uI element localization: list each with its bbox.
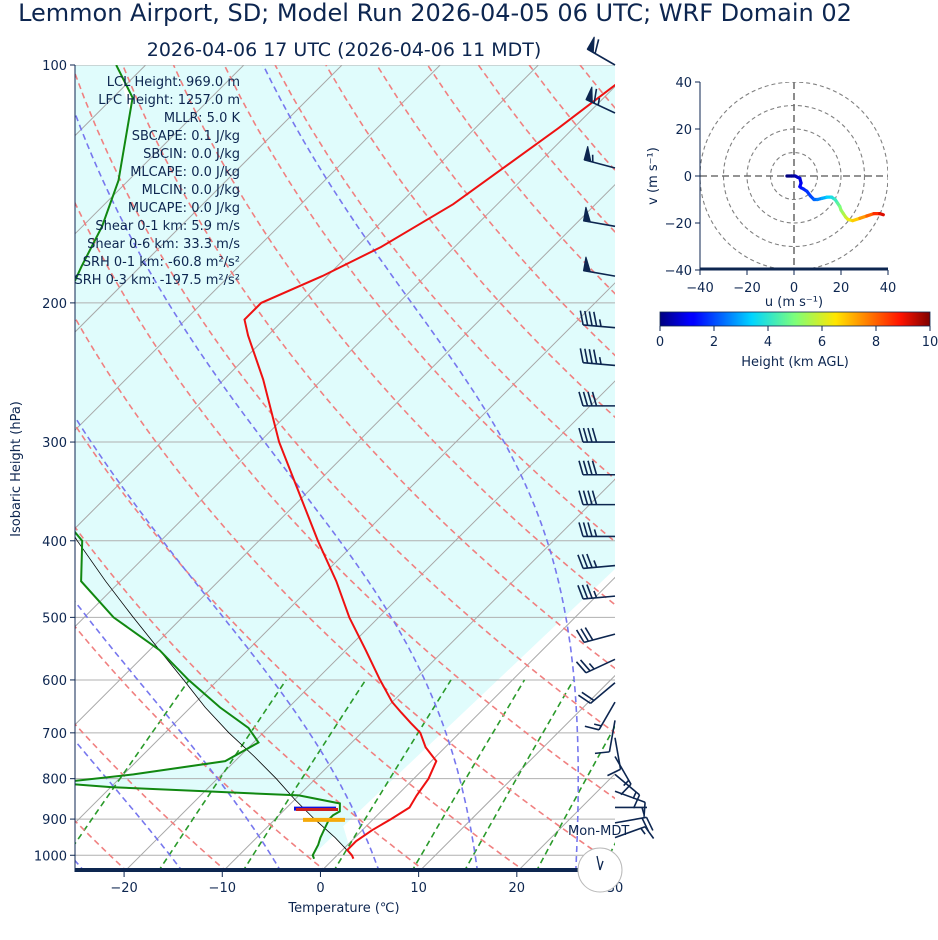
- chart-title: Lemmon Airport, SD; Model Run 2026-04-05…: [18, 0, 852, 27]
- x-tick-label: 0: [316, 881, 324, 896]
- colorbar-ticks: 0 2 4 6 8 10: [656, 326, 938, 350]
- hodograph-y-label: v (m s⁻¹): [646, 147, 661, 205]
- y-tick-label: 800: [42, 773, 67, 788]
- wind-barb: [615, 774, 640, 808]
- chart-subtitle: 2026-04-06 17 UTC (2026-04-06 11 MDT): [147, 39, 542, 61]
- hodograph-x-label: u (m s⁻¹): [765, 295, 823, 310]
- stat-line: SRH 0-3 km: -197.5 m²/s²: [74, 273, 240, 288]
- colorbar-tick-label: 8: [872, 335, 880, 350]
- colorbar-tick-label: 6: [818, 335, 826, 350]
- y-tick-label: 500: [42, 611, 67, 626]
- stat-line: SBCIN: 0.0 J/kg: [143, 147, 240, 162]
- barb-half: [642, 807, 644, 814]
- stat-line: Shear 0-6 km: 33.3 m/s: [87, 237, 240, 252]
- x-tick-label: 10: [410, 881, 427, 896]
- y-tick-label: 700: [42, 727, 67, 742]
- mixing-ratio-line: [648, 680, 746, 872]
- colorbar-label: Height (km AGL): [741, 355, 849, 370]
- x-tick-label: −20: [110, 881, 137, 896]
- x-axis-label: Temperature (℃): [287, 901, 399, 916]
- y-tick-label: 600: [42, 674, 67, 689]
- y-tick-label: 200: [42, 297, 67, 312]
- stat-line: MLLR: 5.0 K: [164, 111, 241, 126]
- colorbar-gradient: [660, 312, 930, 326]
- hodograph-segment: [880, 214, 884, 215]
- y-tick-label: 100: [42, 59, 67, 74]
- hodograph-y-tick-label: 40: [675, 76, 692, 91]
- barb-half: [598, 98, 599, 105]
- stat-line: LFC Height: 1257.0 m: [98, 93, 240, 108]
- stat-line: SBCAPE: 0.1 J/kg: [132, 129, 240, 144]
- hodograph-y-tick-label: 0: [684, 170, 692, 185]
- hodograph-x-tick-label: 20: [833, 281, 850, 296]
- y-axis-label: Isobaric Height (hPa): [9, 401, 24, 537]
- stat-line: MLCIN: 0.0 J/kg: [142, 183, 240, 198]
- barb-shaft: [615, 791, 645, 802]
- x-tick-label: −10: [209, 881, 236, 896]
- x-tick-label: 20: [509, 881, 526, 896]
- stat-line: SRH 0-1 km: -60.8 m²/s²: [83, 255, 240, 270]
- stat-line: MLCAPE: 0.0 J/kg: [130, 165, 240, 180]
- wind-barb: [615, 791, 645, 816]
- barb-half: [641, 828, 645, 834]
- hodograph-y-tick-label: −40: [665, 264, 692, 279]
- hodograph-y-tick-label: 20: [675, 123, 692, 138]
- hodograph-y-tick-label: −20: [665, 217, 692, 232]
- hodograph-x-tick-label: −20: [733, 281, 760, 296]
- y-tick-label: 1000: [34, 849, 67, 864]
- barb-full: [595, 39, 599, 53]
- stat-line: MUCAPE: 0.0 J/kg: [128, 201, 240, 216]
- timezone-annotation: Mon-MDT: [568, 824, 629, 839]
- y-tick-label: 900: [42, 813, 67, 828]
- hodograph: −40 −20 0 20 40 −40 −20 0 20 40 u (m s⁻¹) v (m s⁻…: [646, 76, 896, 310]
- hodograph-x-tick-label: 40: [880, 281, 897, 296]
- barb-full: [644, 802, 645, 817]
- clock-icon: [578, 848, 622, 892]
- y-tick-label: 400: [42, 535, 67, 550]
- y-axis-ticks: 100 200 300 400 500 600 700 800 900 1000: [34, 59, 75, 864]
- y-tick-label: 300: [42, 436, 67, 451]
- colorbar-tick-label: 10: [922, 335, 938, 350]
- barb-flag: [587, 37, 594, 53]
- barb-shaft: [615, 817, 647, 823]
- wind-barb: [615, 807, 647, 814]
- hodograph-x-tick-label: 0: [790, 281, 798, 296]
- height-colorbar: 0 2 4 6 8 10 Height (km AGL): [656, 312, 938, 370]
- hodograph-x-tick-label: −40: [686, 281, 713, 296]
- stat-line: LCL Height: 969.0 m: [107, 75, 240, 90]
- colorbar-tick-label: 4: [764, 335, 772, 350]
- colorbar-tick-label: 0: [656, 335, 664, 350]
- colorbar-tick-label: 2: [710, 335, 718, 350]
- stat-line: Shear 0-1 km: 5.9 m/s: [95, 219, 240, 234]
- wind-barb: [587, 37, 615, 65]
